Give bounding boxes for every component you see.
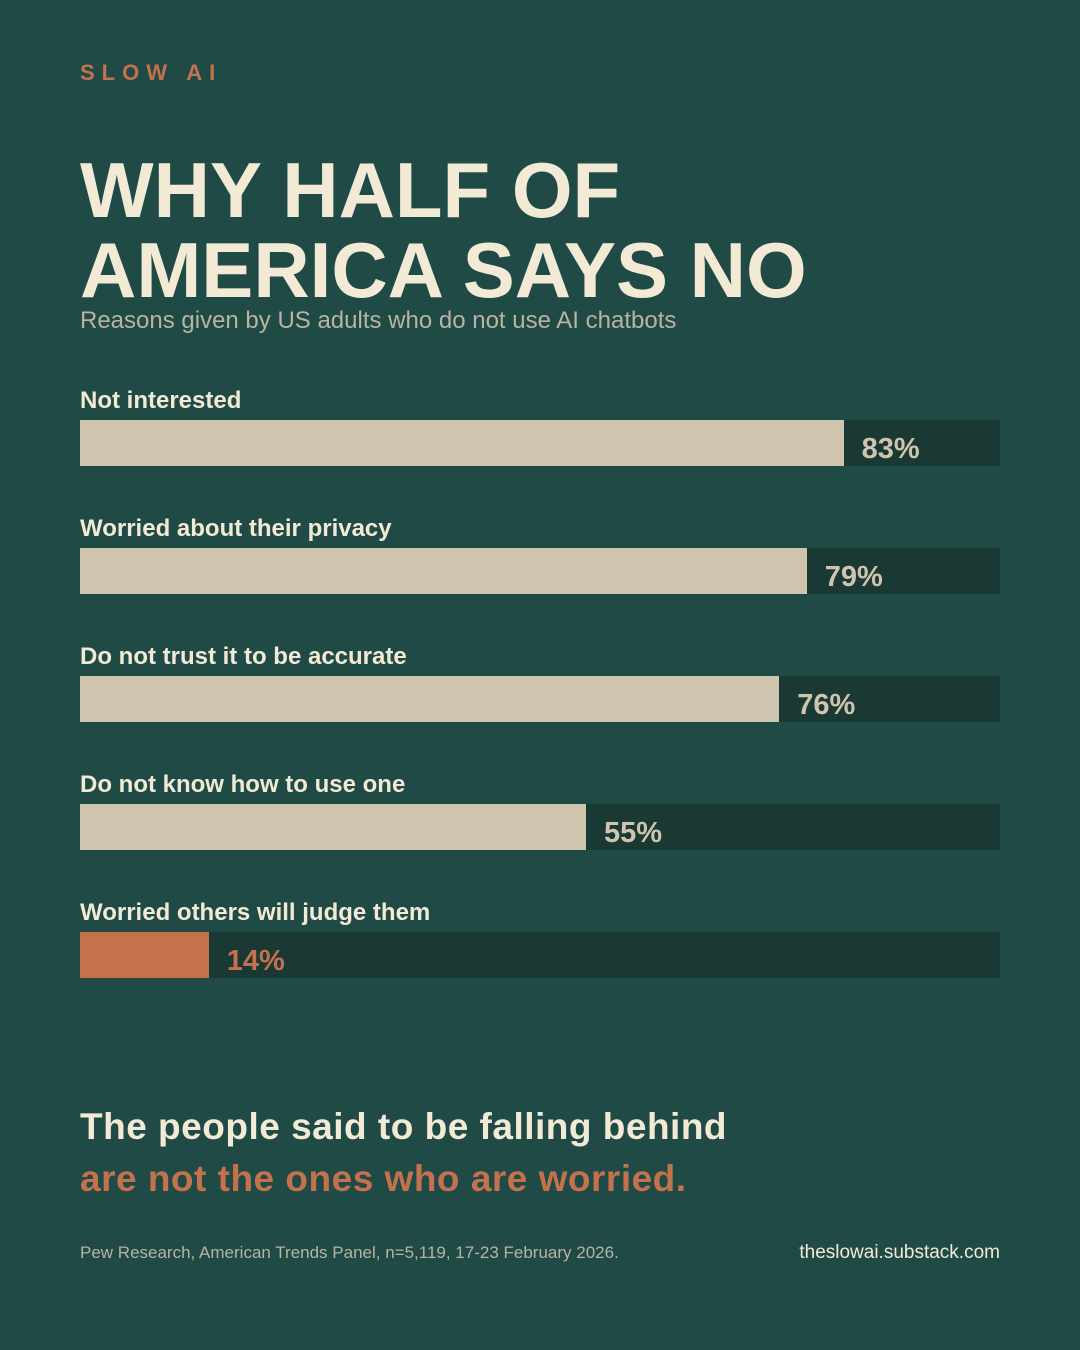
bar [80,932,209,978]
chart-title: WHY HALF OF AMERICA SAYS NO [80,146,807,314]
category-label: Not interested [80,387,242,414]
category-label: Do not know how to use one [80,771,406,798]
source-note: Pew Research, American Trends Panel, n=5… [80,1243,619,1262]
value-label: 55% [604,817,663,849]
category-label: Worried about their privacy [80,515,392,542]
category-label: Worried others will judge them [80,899,431,926]
takeaway: The people said to be falling behind [80,1106,728,1147]
bar [80,420,844,466]
value-label: 14% [226,945,285,977]
category-label: Do not trust it to be accurate [80,643,407,670]
value-label: 79% [824,561,883,593]
bar [80,804,586,850]
site-link: theslowai.substack.com [799,1242,1000,1263]
chart-subtitle: Reasons given by US adults who do not us… [80,307,677,334]
bar-track [80,932,1000,978]
bar [80,548,807,594]
brand: SLOW AI [80,60,223,85]
value-label: 76% [797,689,856,721]
takeaway: are not the ones who are worried. [80,1158,687,1199]
value-label: 83% [861,433,920,465]
bar [80,676,780,722]
